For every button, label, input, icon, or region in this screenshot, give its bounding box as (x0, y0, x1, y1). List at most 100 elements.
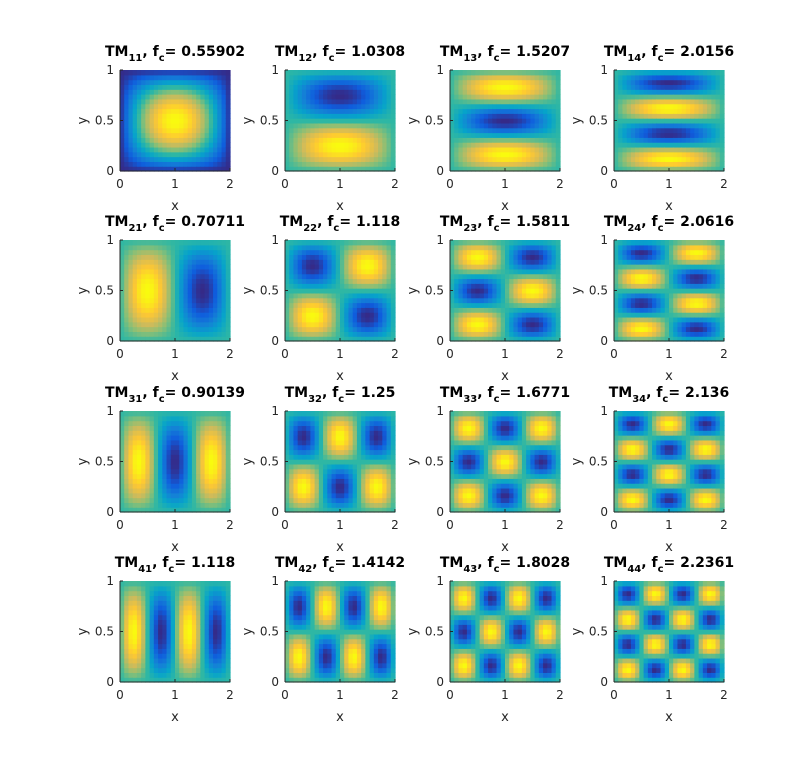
heatmap-cell (698, 249, 704, 256)
heatmap-cell (175, 113, 180, 119)
heatmap-cell (677, 264, 683, 270)
heatmap-cell (120, 321, 125, 328)
heatmap-cell (652, 288, 657, 294)
heatmap-cell (153, 288, 159, 294)
heatmap-cell (132, 411, 138, 417)
heatmap-cell (483, 288, 489, 294)
heatmap-cell (145, 292, 151, 299)
heatmap-cell (132, 312, 138, 318)
heatmap-cell (530, 240, 536, 246)
heatmap-cell (711, 288, 717, 294)
heatmap-cell (517, 79, 523, 86)
heatmap-cell (547, 326, 553, 332)
heatmap-cell (365, 156, 371, 162)
heatmap-cell (356, 283, 362, 289)
heatmap-cell (677, 98, 683, 105)
heatmap-cell (483, 70, 489, 76)
heatmap-cell (297, 146, 303, 153)
heatmap-cell (479, 254, 485, 260)
heatmap-cell (390, 288, 396, 294)
heatmap-cell (483, 146, 489, 153)
heatmap-cell (702, 113, 708, 119)
title-separator: , f (477, 214, 494, 230)
heatmap-cell (314, 244, 320, 251)
heatmap-cell (158, 122, 163, 129)
title-mode-subscript: 13 (463, 53, 477, 64)
heatmap-cell (513, 161, 519, 167)
heatmap-cell (318, 336, 324, 342)
heatmap-cell (141, 473, 146, 479)
heatmap-cell (471, 244, 476, 251)
heatmap-cell (555, 268, 561, 275)
title-mode: TM (604, 44, 627, 60)
heatmap-cell (365, 113, 371, 119)
heatmap-cell (386, 142, 392, 148)
x-tick-label: 1 (336, 177, 344, 191)
heatmap-cell (297, 249, 303, 256)
heatmap-cell (293, 292, 299, 299)
heatmap-cell (698, 122, 704, 129)
heatmap-cell (547, 307, 553, 313)
heatmap-cell (348, 288, 354, 294)
heatmap-cell (694, 84, 700, 90)
heatmap-cell (175, 321, 180, 328)
heatmap-cell (318, 288, 324, 294)
heatmap-cell (158, 278, 163, 284)
heatmap-cell (656, 307, 662, 313)
heatmap-cell (200, 161, 206, 167)
heatmap-cell (285, 103, 290, 110)
heatmap-cell (521, 326, 527, 332)
heatmap-cell (166, 142, 172, 148)
heatmap-cell (132, 146, 138, 153)
heatmap-cell (352, 146, 358, 153)
heatmap-cell (335, 79, 341, 86)
heatmap-cell (285, 283, 290, 289)
y-tick-label: 0 (271, 334, 279, 348)
heatmap-cell (685, 79, 691, 86)
heatmap-cell (331, 264, 337, 270)
heatmap-cell (183, 142, 189, 148)
heatmap-cell (639, 122, 645, 129)
heatmap-cell (483, 240, 489, 246)
heatmap-cell (331, 166, 337, 172)
heatmap-cell (200, 89, 206, 95)
heatmap-cell (179, 331, 185, 337)
heatmap-cell (221, 240, 227, 246)
heatmap-cell (136, 283, 142, 289)
heatmap-cell (221, 79, 227, 86)
heatmap-cell (521, 84, 527, 90)
heatmap-cell (505, 273, 510, 280)
heatmap-cell (454, 288, 460, 294)
heatmap-cell (626, 79, 632, 86)
heatmap-cell (450, 132, 455, 138)
heatmap-cell (647, 288, 653, 294)
heatmap-cell (132, 316, 138, 323)
heatmap-cell (204, 316, 210, 323)
heatmap-cell (225, 321, 231, 328)
heatmap-cell (136, 463, 142, 470)
heatmap-cell (471, 297, 476, 304)
heatmap-cell (715, 89, 721, 95)
heatmap-cell (149, 326, 155, 332)
heatmap-cell (492, 288, 498, 294)
heatmap-cell (475, 108, 481, 114)
heatmap-cell (475, 326, 481, 332)
heatmap-cell (555, 336, 561, 342)
heatmap-cell (673, 302, 679, 308)
y-tick-label: 1 (106, 233, 114, 247)
heatmap-cell (323, 137, 328, 143)
heatmap-cell (200, 420, 206, 427)
heatmap-cell (200, 70, 206, 76)
heatmap-cell (538, 122, 544, 129)
heatmap-cell (458, 312, 464, 318)
heatmap-cell (183, 492, 189, 499)
heatmap-cell (530, 312, 536, 318)
heatmap-cell (331, 244, 337, 251)
heatmap-cell (551, 283, 557, 289)
heatmap-cell (618, 70, 624, 76)
heatmap-cell (673, 278, 679, 284)
heatmap-cell (462, 70, 468, 76)
heatmap-cell (673, 331, 679, 337)
heatmap-cell (509, 312, 515, 318)
heatmap-cell (293, 249, 299, 256)
